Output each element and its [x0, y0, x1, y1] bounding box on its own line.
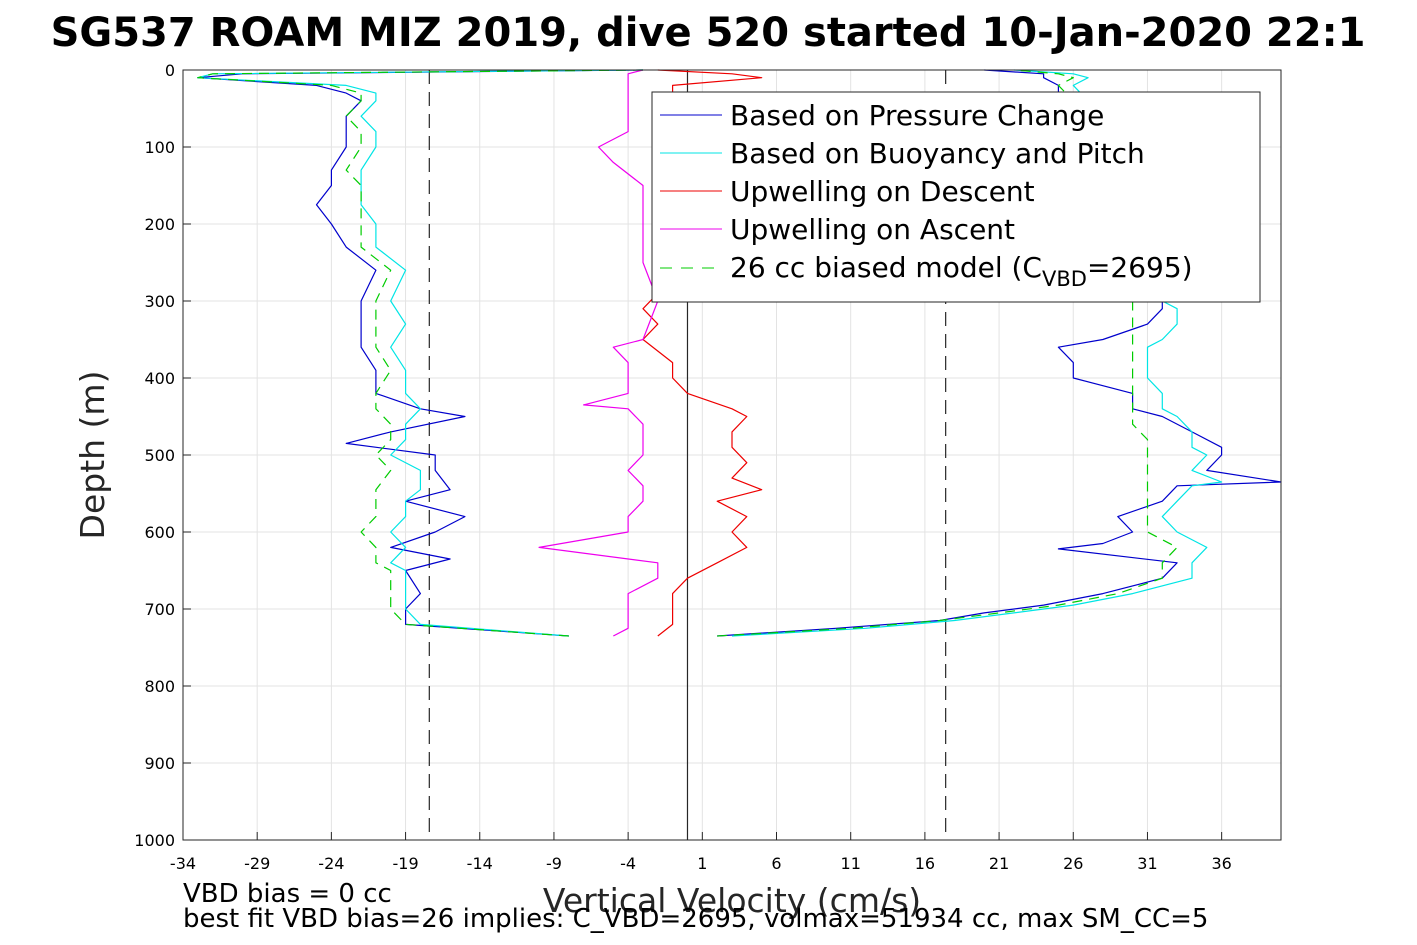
- y-tick-label: 600: [144, 523, 175, 542]
- legend-label-biased-tail: =2695): [1087, 251, 1193, 284]
- y-axis-ticks: 0 100 200 300 400 500 600 700 800 900 1000: [134, 61, 191, 850]
- y-tick-label: 900: [144, 754, 175, 773]
- x-tick-label: 16: [915, 854, 935, 873]
- y-tick-label: 200: [144, 215, 175, 234]
- x-tick-label: -24: [318, 854, 344, 873]
- x-tick-label: -34: [170, 854, 196, 873]
- series-26-cc-biased-model-cvbd-2695-ascent: [717, 69, 1178, 637]
- y-tick-label: 800: [144, 677, 175, 696]
- y-tick-label: 700: [144, 600, 175, 619]
- legend-label-pressure: Based on Pressure Change: [730, 99, 1104, 132]
- legend-label-buoyancy: Based on Buoyancy and Pitch: [730, 137, 1145, 170]
- x-tick-label: 36: [1211, 854, 1231, 873]
- series-based-on-buoyancy-and-pitch-descent: [197, 69, 644, 637]
- x-tick-label: -29: [244, 854, 270, 873]
- note-vbd-bias: VBD bias = 0 cc: [183, 879, 392, 909]
- x-tick-label: 21: [989, 854, 1009, 873]
- legend-label-biased-main: 26 cc biased model (C: [730, 251, 1042, 284]
- legend-label-biased-model: 26 cc biased model (CVBD=2695): [730, 251, 1193, 291]
- x-tick-label: 6: [771, 854, 781, 873]
- x-tick-label: 31: [1137, 854, 1157, 873]
- chart-title: SG537 ROAM MIZ 2019, dive 520 started 10…: [51, 10, 1366, 56]
- x-tick-label: -4: [620, 854, 636, 873]
- legend-label-upwelling-ascent: Upwelling on Ascent: [730, 213, 1015, 246]
- x-axis-ticks: -34 -29 -24 -19 -14 -9 -4 1 6 11 16 21 26 31 36: [170, 832, 1232, 873]
- y-tick-label: 1000: [134, 831, 175, 850]
- y-tick-label: 500: [144, 446, 175, 465]
- series-26-cc-biased-model-cvbd-2695-descent: [197, 69, 644, 637]
- y-tick-label: 300: [144, 292, 175, 311]
- x-tick-label: -9: [546, 854, 562, 873]
- x-tick-label: 11: [841, 854, 861, 873]
- x-tick-label: 26: [1063, 854, 1083, 873]
- y-tick-label: 100: [144, 138, 175, 157]
- x-tick-label: -19: [392, 854, 418, 873]
- note-best-fit: best fit VBD bias=26 implies: C_VBD=2695…: [183, 904, 1208, 934]
- x-tick-label: -14: [467, 854, 493, 873]
- series-based-on-pressure-change-descent: [197, 69, 644, 637]
- y-tick-label: 0: [165, 61, 175, 80]
- legend-box: [651, 91, 1261, 303]
- y-tick-label: 400: [144, 369, 175, 388]
- x-axis-label: Vertical Velocity (cm/s): [543, 881, 921, 920]
- y-axis-label: Depth (m): [73, 371, 112, 540]
- legend-label-biased-sub: VBD: [1042, 267, 1087, 291]
- series-upwelling-on-ascent-ascent: [538, 69, 659, 637]
- x-tick-label: 1: [697, 854, 707, 873]
- legend: Based on Pressure Change Based on Buoyan…: [651, 91, 1261, 303]
- legend-label-upwelling-descent: Upwelling on Descent: [730, 175, 1035, 208]
